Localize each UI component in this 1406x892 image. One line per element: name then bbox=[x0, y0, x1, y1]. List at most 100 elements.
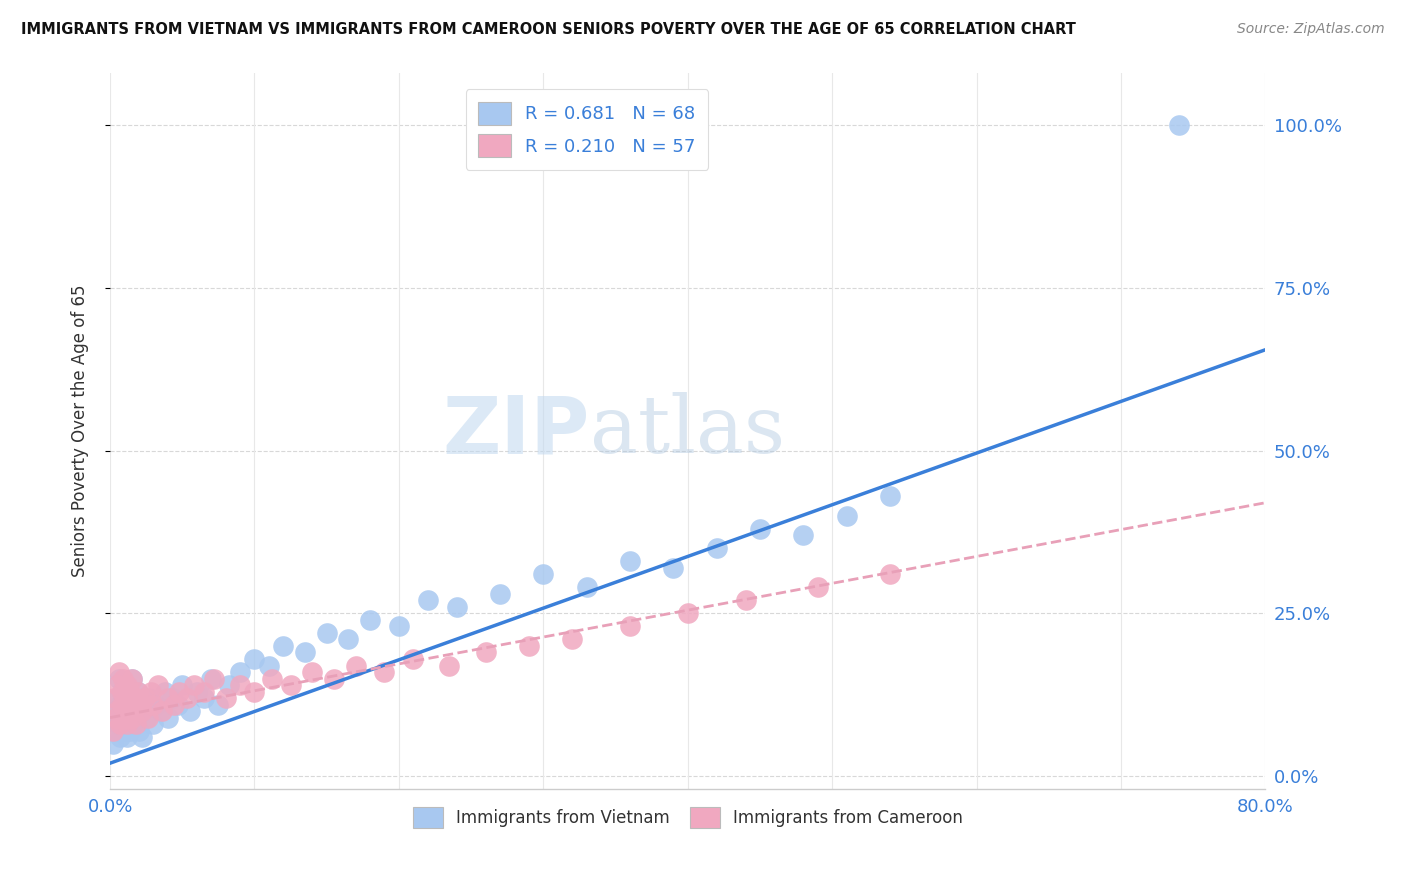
Point bbox=[749, 522, 772, 536]
Point bbox=[105, 717, 128, 731]
Point bbox=[323, 672, 346, 686]
Point bbox=[104, 710, 127, 724]
Point bbox=[139, 684, 162, 698]
Point bbox=[104, 723, 127, 738]
Point bbox=[107, 672, 129, 686]
Point bbox=[125, 710, 148, 724]
Point bbox=[122, 717, 145, 731]
Point bbox=[146, 678, 169, 692]
Point bbox=[388, 619, 411, 633]
Point bbox=[200, 672, 222, 686]
Point bbox=[301, 665, 323, 679]
Point bbox=[153, 684, 176, 698]
Point bbox=[117, 717, 139, 731]
Point bbox=[131, 704, 153, 718]
Point bbox=[128, 698, 150, 712]
Point bbox=[315, 626, 337, 640]
Point bbox=[676, 607, 699, 621]
Point bbox=[138, 691, 160, 706]
Y-axis label: Seniors Poverty Over the Age of 65: Seniors Poverty Over the Age of 65 bbox=[72, 285, 89, 577]
Point bbox=[373, 665, 395, 679]
Point bbox=[162, 698, 184, 712]
Point bbox=[172, 678, 194, 692]
Point bbox=[115, 691, 138, 706]
Point bbox=[193, 691, 215, 706]
Point bbox=[402, 652, 425, 666]
Point bbox=[125, 717, 148, 731]
Text: atlas: atlas bbox=[589, 392, 785, 470]
Point bbox=[474, 645, 496, 659]
Point bbox=[179, 704, 201, 718]
Point bbox=[807, 580, 830, 594]
Text: ZIP: ZIP bbox=[443, 392, 589, 470]
Point bbox=[517, 639, 540, 653]
Point bbox=[489, 587, 512, 601]
Point bbox=[111, 684, 134, 698]
Point bbox=[121, 672, 143, 686]
Point bbox=[706, 541, 728, 556]
Point bbox=[118, 698, 141, 712]
Point bbox=[127, 684, 149, 698]
Point bbox=[108, 698, 131, 712]
Point bbox=[134, 691, 156, 706]
Point bbox=[111, 698, 134, 712]
Point bbox=[1167, 118, 1189, 132]
Point bbox=[359, 613, 381, 627]
Point bbox=[337, 632, 360, 647]
Point bbox=[531, 567, 554, 582]
Point bbox=[416, 593, 439, 607]
Point bbox=[575, 580, 598, 594]
Point bbox=[121, 710, 143, 724]
Point bbox=[107, 665, 129, 679]
Point bbox=[243, 684, 266, 698]
Point bbox=[129, 698, 152, 712]
Point bbox=[103, 691, 125, 706]
Point bbox=[792, 528, 814, 542]
Point bbox=[108, 730, 131, 744]
Point bbox=[118, 710, 141, 724]
Point bbox=[135, 710, 157, 724]
Text: Source: ZipAtlas.com: Source: ZipAtlas.com bbox=[1237, 22, 1385, 37]
Point bbox=[115, 717, 138, 731]
Point bbox=[176, 691, 198, 706]
Point bbox=[101, 723, 124, 738]
Point bbox=[273, 639, 295, 653]
Point bbox=[619, 554, 641, 568]
Point bbox=[439, 658, 461, 673]
Point bbox=[103, 704, 125, 718]
Point bbox=[131, 730, 153, 744]
Point bbox=[101, 737, 124, 751]
Point bbox=[122, 704, 145, 718]
Point bbox=[114, 691, 136, 706]
Point bbox=[128, 723, 150, 738]
Point bbox=[446, 599, 468, 614]
Point bbox=[105, 691, 128, 706]
Point bbox=[117, 730, 139, 744]
Point bbox=[108, 717, 131, 731]
Point bbox=[202, 672, 225, 686]
Point bbox=[156, 691, 179, 706]
Point bbox=[167, 698, 190, 712]
Point bbox=[193, 684, 215, 698]
Point bbox=[127, 684, 149, 698]
Point bbox=[257, 658, 280, 673]
Point bbox=[142, 717, 165, 731]
Point bbox=[879, 567, 901, 582]
Point bbox=[207, 698, 229, 712]
Point bbox=[879, 489, 901, 503]
Point bbox=[150, 704, 173, 718]
Point bbox=[105, 678, 128, 692]
Point bbox=[835, 508, 858, 523]
Point bbox=[132, 704, 155, 718]
Point bbox=[214, 691, 236, 706]
Point bbox=[149, 704, 172, 718]
Point bbox=[561, 632, 583, 647]
Point bbox=[169, 684, 191, 698]
Point bbox=[229, 665, 252, 679]
Legend: Immigrants from Vietnam, Immigrants from Cameroon: Immigrants from Vietnam, Immigrants from… bbox=[406, 800, 970, 835]
Point bbox=[121, 704, 143, 718]
Point bbox=[229, 678, 252, 692]
Point bbox=[124, 691, 146, 706]
Point bbox=[136, 710, 159, 724]
Point bbox=[115, 704, 138, 718]
